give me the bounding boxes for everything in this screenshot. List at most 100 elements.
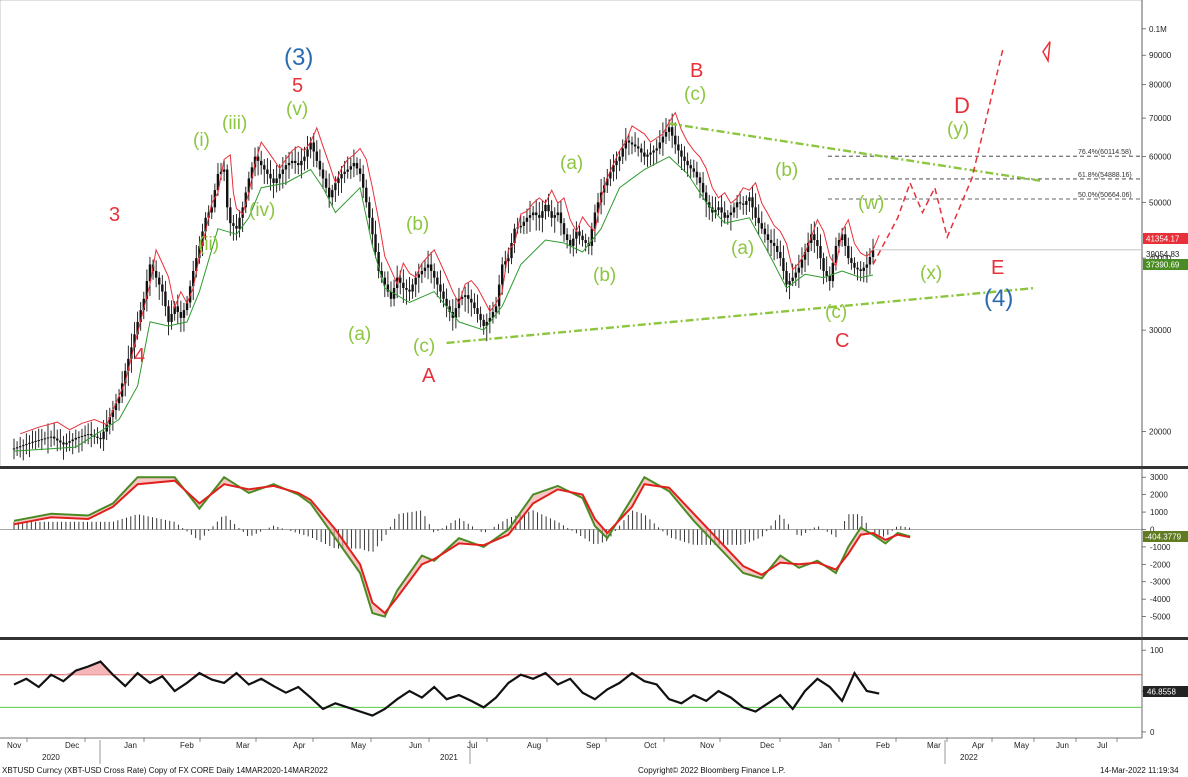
candle-body <box>139 310 142 322</box>
candle-body <box>482 319 485 326</box>
candle-body <box>606 178 609 186</box>
candle-body <box>148 264 152 282</box>
candle-body <box>222 169 226 172</box>
candle-body <box>646 154 649 157</box>
candle-body <box>429 264 433 271</box>
wave-labels: (3) 5(v) (i) (iii) (iv) (ii) 3 4 (a) (b) (c) A (a) (b… <box>109 44 1013 387</box>
candle-body <box>383 277 386 285</box>
candle-body <box>263 165 266 170</box>
wave-label: (x) <box>920 263 942 284</box>
candle-body <box>612 165 615 172</box>
candle-body <box>386 284 390 292</box>
candle-body <box>59 440 62 443</box>
rsi-overbought-fill <box>14 661 138 675</box>
month-label: Feb <box>180 741 194 750</box>
candle-body <box>315 151 319 161</box>
month-label: Jan <box>819 741 832 750</box>
wave-label: 4 <box>134 345 145 367</box>
candle-body <box>559 212 563 224</box>
candle-body <box>609 171 612 179</box>
candle-body <box>578 231 581 236</box>
candle-body <box>83 435 87 437</box>
candle-body <box>633 144 637 147</box>
candle-body <box>173 306 176 314</box>
price-y-tick-label: 60000 <box>1149 153 1172 162</box>
wave-label: (3) <box>284 44 313 71</box>
candle-body <box>813 234 816 241</box>
candle-body <box>723 212 726 218</box>
candle-body <box>340 173 343 179</box>
candle-body <box>677 144 680 151</box>
candle-body <box>96 436 99 438</box>
candle-body <box>689 165 692 169</box>
month-label: Mar <box>927 741 941 750</box>
time-axis: Nov Dec Jan Feb Mar Apr May Jun Jul Aug Sep Oct Nov D… <box>7 738 1118 764</box>
month-label: Apr <box>293 741 306 750</box>
projection-path <box>872 49 1004 265</box>
candle-body <box>52 436 56 439</box>
candle-body <box>37 440 40 442</box>
candle-body <box>581 235 584 241</box>
candle-body <box>170 313 173 322</box>
candle-body <box>284 165 288 170</box>
candle-body <box>102 431 105 440</box>
candle-body <box>127 358 130 371</box>
candle-body <box>470 298 473 303</box>
candle-body <box>538 215 541 218</box>
panel-divider-1 <box>0 466 1188 469</box>
candle-body <box>408 289 411 292</box>
candle-body <box>680 150 683 157</box>
wave-label: A <box>422 365 436 387</box>
candle-body <box>111 410 115 418</box>
candle-body <box>865 264 869 268</box>
macd-y-tick-label: -2000 <box>1150 560 1171 569</box>
macd-y-tick-label: 3000 <box>1150 473 1168 482</box>
month-label: Dec <box>65 741 79 750</box>
candle-body <box>803 251 807 260</box>
candle-body <box>247 178 251 193</box>
mid-price-tag-text: 39054.83 <box>1146 250 1180 259</box>
candle-body <box>327 187 331 198</box>
candle-body <box>701 183 705 193</box>
candle-body <box>108 417 111 425</box>
candle-body <box>667 127 671 132</box>
last-price-tag-green <box>1143 259 1188 270</box>
candle-body <box>556 212 560 216</box>
candle-body <box>535 212 538 216</box>
candle-body <box>479 313 482 320</box>
candle-body <box>253 156 257 168</box>
month-label: Aug <box>527 741 541 750</box>
candle-body <box>871 249 875 258</box>
candle-body <box>371 217 374 235</box>
candle-body <box>65 442 68 445</box>
macd-y-tick-label: -4000 <box>1150 595 1171 604</box>
wave-label: (a) <box>560 153 583 174</box>
candle-body <box>43 438 47 440</box>
candle-body <box>708 202 711 208</box>
candle-body <box>618 156 621 161</box>
candle-body <box>531 212 535 216</box>
candle-body <box>154 270 158 278</box>
candle-body <box>216 173 220 191</box>
candle-body <box>275 178 278 184</box>
candle-body <box>62 442 65 445</box>
wave-label: (c) <box>825 302 847 323</box>
candle-body <box>565 234 569 241</box>
wave-label: (a) <box>348 324 371 345</box>
price-panel-frame <box>0 0 1143 468</box>
candle-body <box>720 207 723 213</box>
candle-body <box>748 197 751 202</box>
candle-body <box>742 203 745 205</box>
candle-body <box>99 437 102 440</box>
candle-body <box>15 447 19 449</box>
candle-body <box>142 298 145 311</box>
candle-body <box>834 245 838 263</box>
lower-trendline <box>446 286 1036 345</box>
candle-body <box>380 270 383 278</box>
month-label: Jun <box>409 741 422 750</box>
rsi-value-tag <box>1143 686 1188 697</box>
candle-body <box>426 264 430 268</box>
candle-body <box>71 439 74 442</box>
candle-body <box>300 160 303 166</box>
